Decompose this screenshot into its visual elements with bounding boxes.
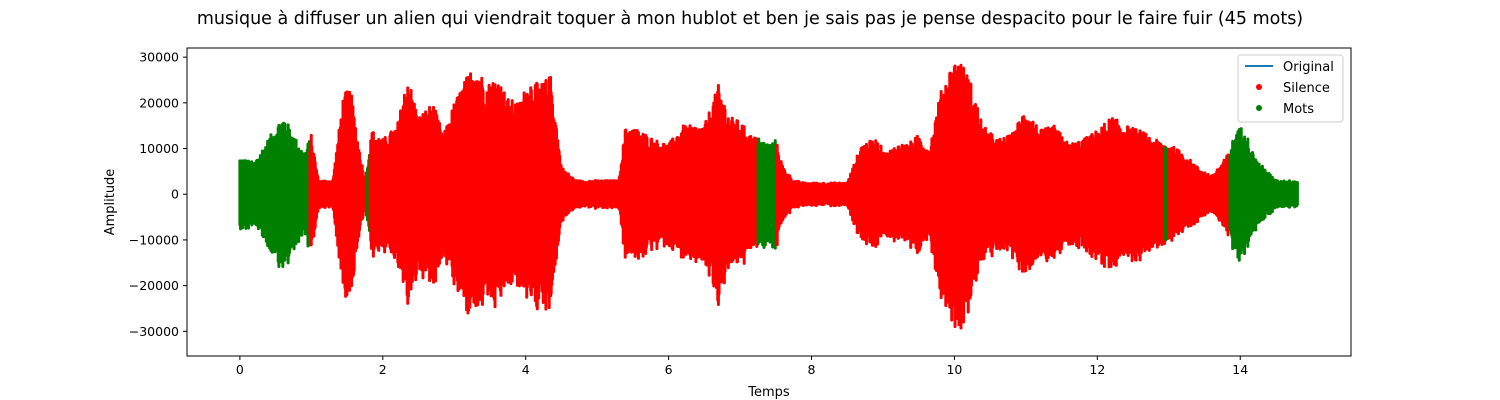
x-tick-label: 0 — [236, 362, 244, 377]
y-tick-label: −30000 — [129, 324, 179, 339]
x-tick-label: 8 — [808, 362, 816, 377]
x-tick-label: 6 — [665, 362, 673, 377]
plot-data — [238, 63, 1299, 330]
x-axis-label: Temps — [747, 385, 790, 400]
x-tick-label: 10 — [946, 362, 962, 377]
y-tick-label: 10000 — [139, 141, 179, 156]
legend: Original Silence Mots — [1237, 54, 1344, 123]
y-tick-label: −10000 — [129, 232, 179, 247]
plot-frame — [186, 47, 1352, 357]
y-axis-label: Amplitude — [103, 169, 118, 236]
x-tick-label: 12 — [1089, 362, 1105, 377]
legend-silence-swatch — [1256, 84, 1262, 90]
x-tick-label: 4 — [522, 362, 530, 377]
x-axis: 0 2 4 6 8 10 12 14 — [236, 356, 1248, 377]
x-tick-label: 2 — [379, 362, 387, 377]
y-tick-label: −20000 — [129, 278, 179, 293]
y-tick-label: 0 — [171, 187, 179, 202]
legend-box — [1237, 54, 1344, 123]
y-tick-label: 30000 — [139, 50, 179, 65]
y-axis: −30000 −20000 −10000 0 10000 20000 30000 — [129, 50, 187, 339]
legend-mots-swatch — [1256, 105, 1262, 111]
x-tick-label: 14 — [1232, 362, 1248, 377]
legend-silence-label: Silence — [1283, 81, 1330, 96]
legend-mots-label: Mots — [1283, 102, 1314, 117]
legend-original-label: Original — [1283, 60, 1334, 75]
y-tick-label: 20000 — [139, 95, 179, 110]
chart-title: musique à diffuser un alien qui viendrai… — [197, 9, 1303, 29]
